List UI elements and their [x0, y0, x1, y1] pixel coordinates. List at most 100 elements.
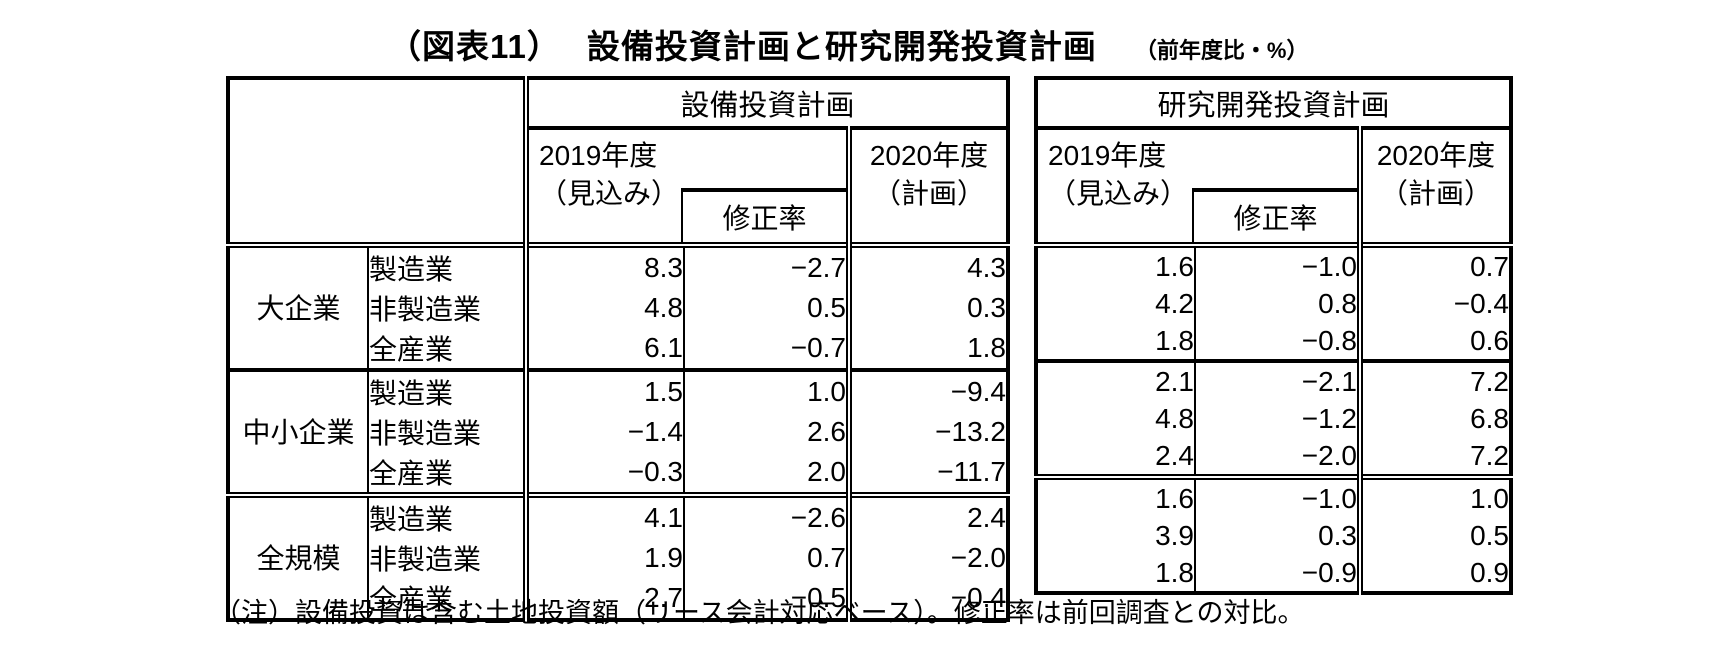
capex-2020-value: 0.3 [846, 288, 1008, 328]
rnd-2020-value: −0.4 [1357, 285, 1511, 322]
rnd-revision-value: −1.2 [1194, 400, 1360, 437]
capex-fy2020-header: 2020年度 （計画） [846, 128, 1008, 245]
fy2020-label: 2020年度 [869, 140, 989, 171]
rnd-2019-value: 4.2 [1155, 287, 1194, 319]
data-row: 非製造業 1.9 0.7 −2.0 [228, 538, 1008, 578]
rnd-2020-value: 7.2 [1357, 437, 1511, 477]
capex-revision-value: 1.0 [683, 368, 849, 412]
data-row: 全産業 −0.3 2.0 −11.7 [228, 452, 1008, 495]
figure-title: （図表11） 設備投資計画と研究開発投資計画 （前年度比・%） [388, 20, 1308, 68]
capex-revision-value: −0.7 [683, 328, 849, 370]
industry-label: 全産業 [367, 328, 526, 370]
revision-rate-header: 修正率 [681, 188, 846, 242]
data-row: 1.8 −0.9 0.9 [1036, 554, 1511, 593]
capex-2020-value: −0.4 [846, 578, 1008, 620]
capex-2020-value: −13.2 [846, 412, 1008, 452]
rnd-fy2019-header: 2019年度 （見込み） 修正率 [1036, 128, 1360, 245]
group-label: 中小企業 [228, 368, 368, 495]
rnd-section-header: 研究開発投資計画 [1036, 78, 1511, 130]
capex-2020-value: 2.4 [846, 492, 1008, 538]
industry-label: 製造業 [367, 368, 526, 412]
rnd-revision-value: −0.8 [1194, 322, 1360, 361]
footnote: （注）設備投資は含む土地投資額（リース会計対応ベース）。修正率は前回調査との対比… [214, 598, 1305, 628]
rnd-2020-value: 6.8 [1357, 400, 1511, 437]
data-row: 1.8 −0.8 0.6 [1036, 322, 1511, 361]
rnd-2019-value: 1.8 [1155, 556, 1194, 588]
data-row: 中小企業 製造業 1.5 1.0 −9.4 [228, 368, 1008, 495]
capex-2020-value: −11.7 [846, 452, 1008, 495]
fy2020-sublabel: （計画） [872, 178, 985, 209]
capex-revision-value: 2.6 [683, 412, 849, 452]
rnd-2020-value: 0.5 [1357, 517, 1511, 554]
capex-2019-value: 1.9 [523, 538, 684, 578]
page-title: 設備投資計画と研究開発投資計画 [586, 28, 1097, 65]
rnd-revision-value: −1.0 [1194, 474, 1360, 517]
industry-label: 製造業 [367, 492, 526, 538]
rnd-2019-value: 4.8 [1155, 402, 1194, 434]
industry-label: 非製造業 [367, 288, 526, 328]
industry-label: 非製造業 [367, 412, 526, 452]
revision-rate-header: 修正率 [1192, 188, 1357, 242]
rnd-2019-value: 3.9 [1155, 519, 1194, 551]
capex-revision-value: −0.5 [683, 578, 849, 620]
rnd-2020-value: 0.7 [1357, 242, 1511, 285]
fy2019-label: 2019年度 [539, 140, 658, 171]
data-row: 2.4 −2.0 7.2 [1036, 437, 1511, 477]
capex-2019-value: 1.5 [523, 368, 684, 412]
capex-2020-value: 1.8 [846, 328, 1008, 370]
data-row: 3.9 0.3 0.5 [1036, 517, 1511, 554]
capex-revision-value: −2.7 [683, 242, 849, 288]
rnd-2019-value: 1.6 [1036, 474, 1195, 517]
rnd-2020-value: 0.6 [1357, 322, 1511, 361]
rnd-revision-value: 0.3 [1194, 517, 1360, 554]
data-row: 4.2 0.8 −0.4 [1036, 285, 1511, 322]
corner-blank-cell [228, 78, 529, 245]
tables-container: 設備投資計画 2019年度 （見込み） 修正率 2020年度 （計画） 大企業 … [226, 76, 1513, 622]
data-row: 1.6 −1.0 0.7 [1036, 242, 1511, 285]
rnd-revision-value: −1.0 [1194, 242, 1360, 285]
rnd-table: 研究開発投資計画 2019年度 （見込み） 修正率 2020年度 （計画） 1.… [1034, 76, 1513, 595]
data-row: 大企業 製造業 8.3 −2.7 4.3 [228, 242, 1008, 370]
rnd-2020-value: 1.0 [1357, 474, 1511, 517]
capex-2019-value: 2.7 [523, 578, 684, 620]
capex-fy2019-header: 2019年度 （見込み） 修正率 [526, 128, 849, 245]
unit-label: （前年度比・%） [1134, 38, 1309, 63]
capex-revision-value: 2.0 [683, 452, 849, 495]
capex-revision-value: 0.5 [683, 288, 849, 328]
rnd-revision-value: −2.1 [1194, 359, 1360, 400]
data-row: 非製造業 4.8 0.5 0.3 [228, 288, 1008, 328]
rnd-2020-value: 0.9 [1357, 554, 1511, 593]
capex-table: 設備投資計画 2019年度 （見込み） 修正率 2020年度 （計画） 大企業 … [226, 76, 1010, 622]
rnd-fy2020-header: 2020年度 （計画） [1357, 128, 1511, 245]
capex-2020-value: −9.4 [846, 368, 1008, 412]
capex-2019-value: 6.1 [523, 328, 684, 370]
rnd-2019-value: 2.4 [1155, 439, 1194, 471]
capex-revision-value: −2.6 [683, 492, 849, 538]
capex-2019-value: −0.3 [523, 452, 684, 495]
data-row: 全産業 2.7 −0.5 −0.4 [228, 578, 1008, 620]
data-row: 2.1 −2.1 7.2 [1036, 359, 1511, 400]
fy2019-label: 2019年度 [1048, 140, 1167, 171]
industry-label: 全産業 [367, 452, 526, 495]
capex-2019-value: 4.8 [523, 288, 684, 328]
rnd-revision-value: −0.9 [1194, 554, 1360, 593]
fy2019-sublabel: （見込み） [539, 178, 680, 209]
rnd-2019-value: 1.6 [1036, 242, 1195, 285]
fy2019-sublabel: （見込み） [1048, 178, 1189, 209]
rnd-2019-value: 1.8 [1155, 324, 1194, 356]
rnd-2019-value: 2.1 [1036, 359, 1195, 400]
capex-2019-value: −1.4 [523, 412, 684, 452]
rnd-2020-value: 7.2 [1357, 359, 1511, 400]
fy2020-label: 2020年度 [1376, 140, 1496, 171]
capex-2019-value: 4.1 [523, 492, 684, 538]
data-row: 全産業 6.1 −0.7 1.8 [228, 328, 1008, 370]
data-row: 全規模 製造業 4.1 −2.6 2.4 [228, 492, 1008, 620]
data-row: 非製造業 −1.4 2.6 −13.2 [228, 412, 1008, 452]
capex-2019-value: 8.3 [523, 242, 684, 288]
rnd-revision-value: 0.8 [1194, 285, 1360, 322]
rnd-revision-value: −2.0 [1194, 437, 1360, 477]
industry-label: 非製造業 [367, 538, 526, 578]
group-label: 全規模 [228, 492, 368, 620]
data-row: 4.8 −1.2 6.8 [1036, 400, 1511, 437]
